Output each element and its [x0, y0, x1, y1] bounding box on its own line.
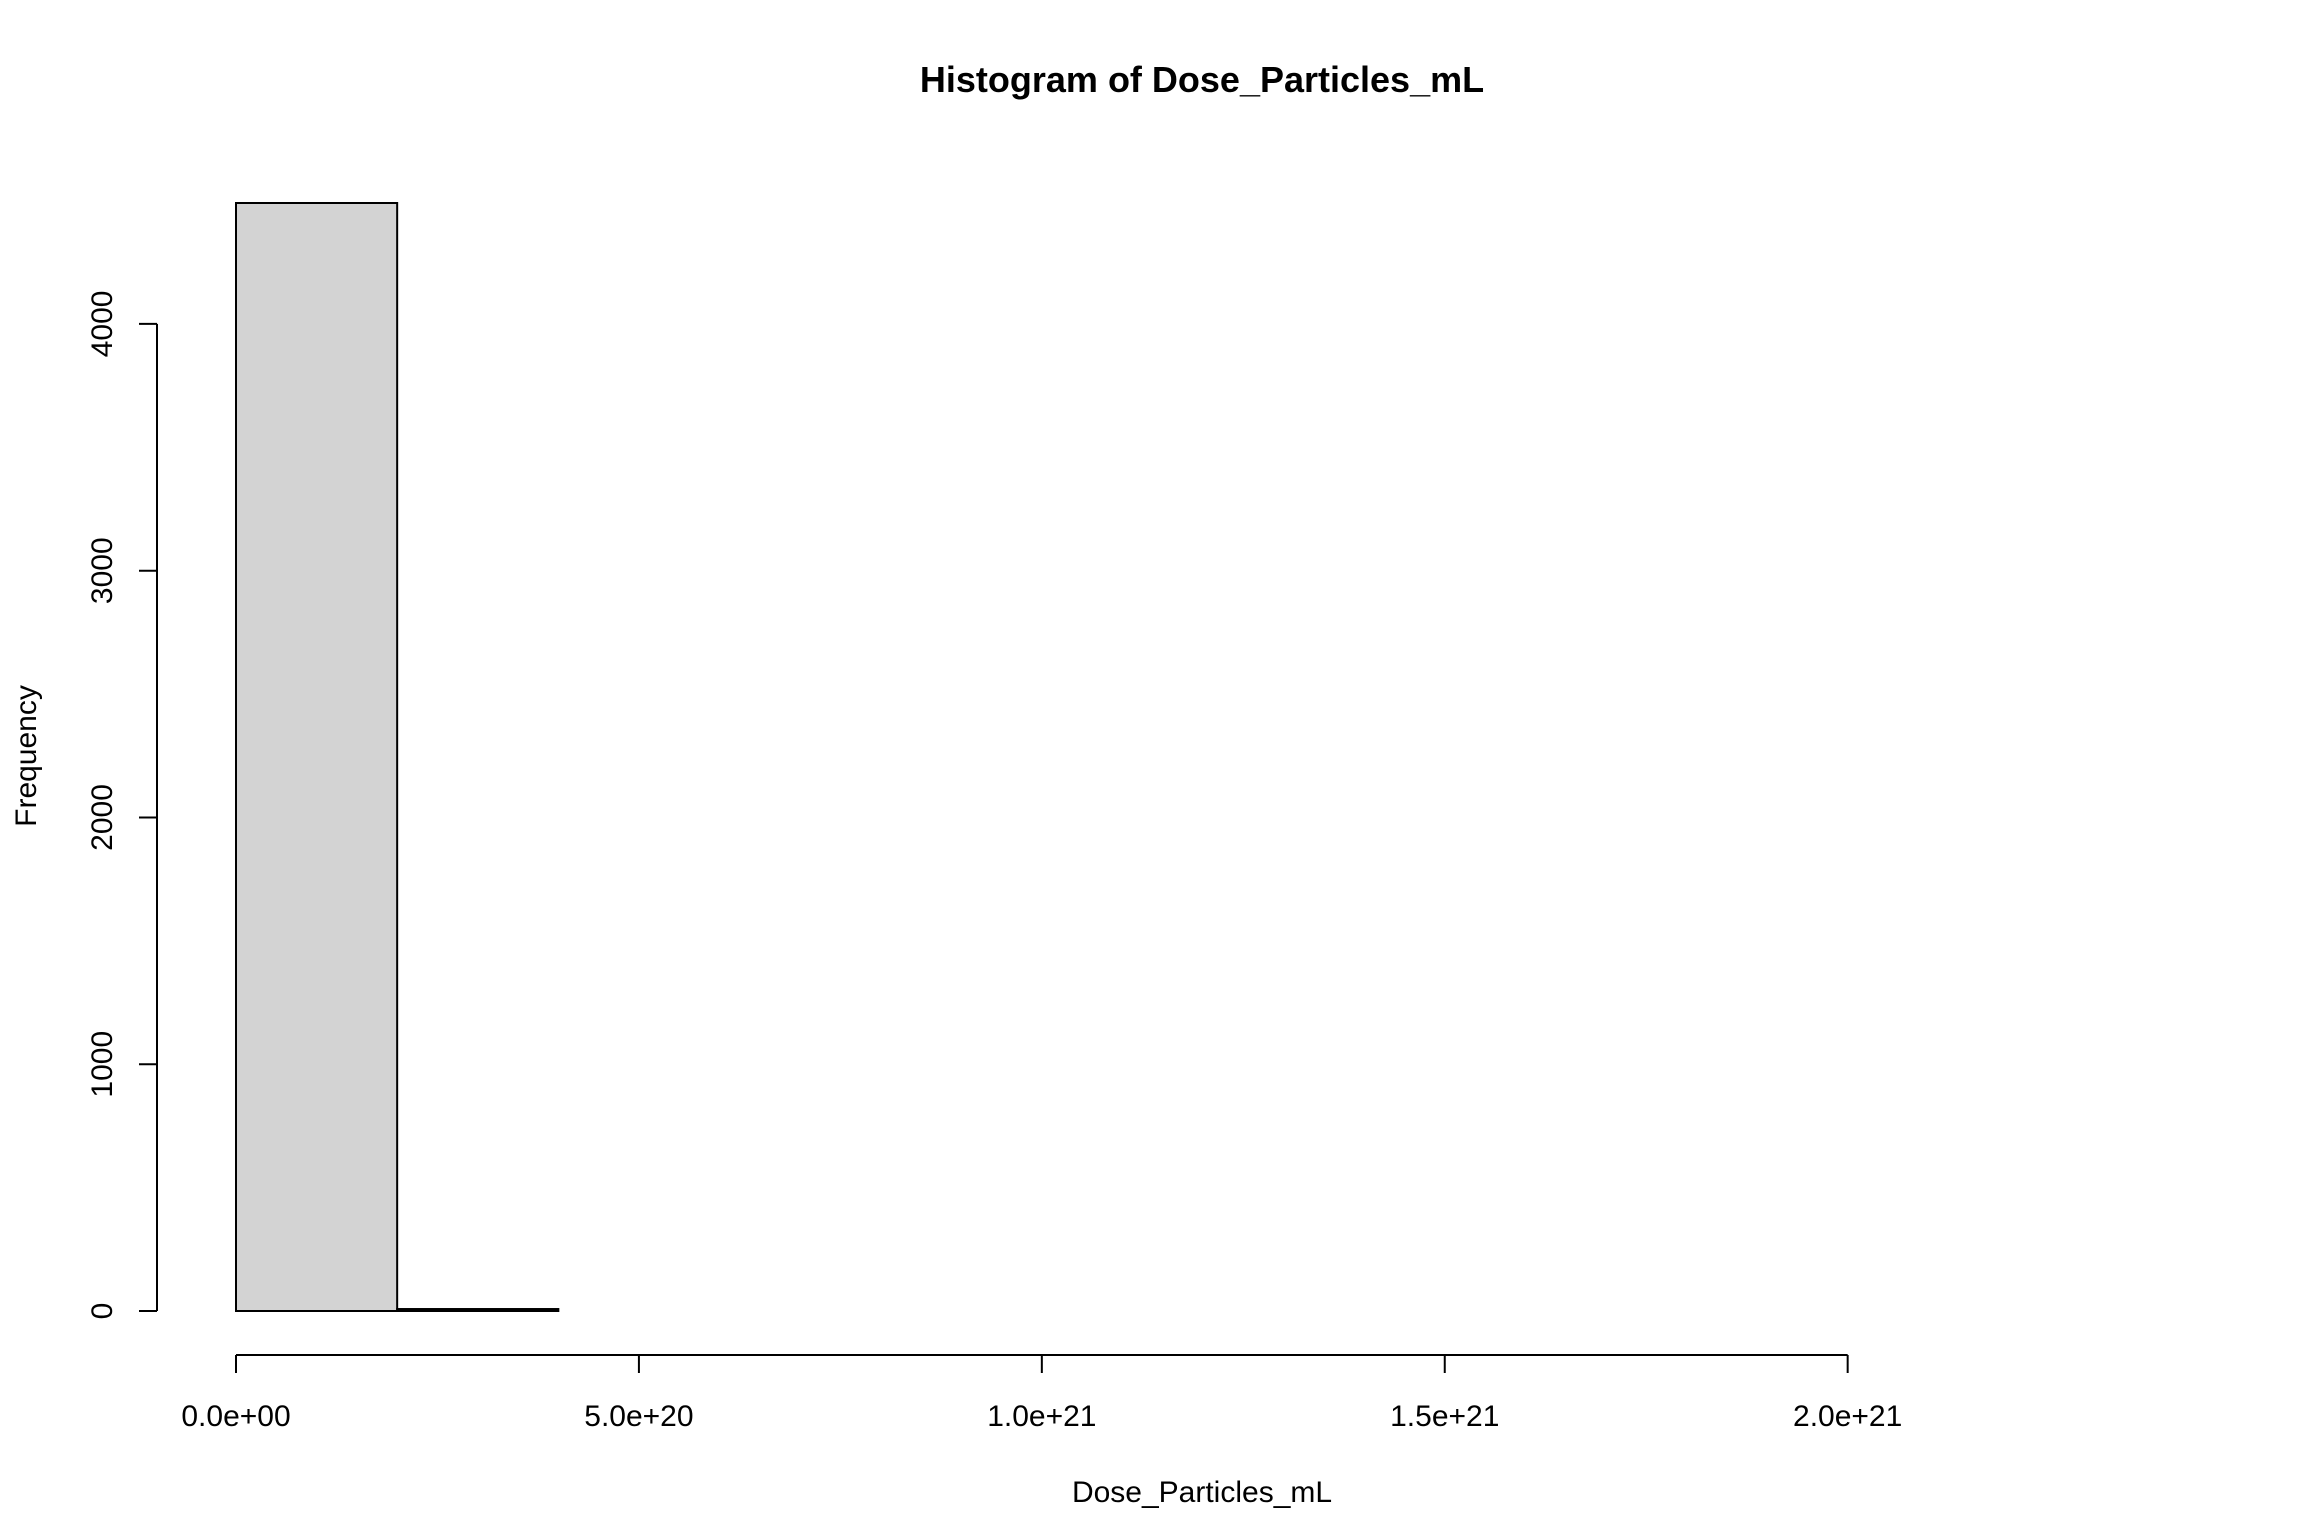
histogram-bars	[235, 202, 560, 1313]
chart-title: Histogram of Dose_Particles_mL	[920, 59, 1484, 100]
y-tick-label: 3000	[86, 537, 119, 604]
x-tick-label: 5.0e+20	[584, 1400, 693, 1433]
x-tick-label: 1.5e+21	[1390, 1400, 1499, 1433]
y-tick-label: 0	[86, 1303, 119, 1320]
x-tick-label: 0.0e+00	[181, 1400, 290, 1433]
x-tick-label: 1.0e+21	[987, 1400, 1096, 1433]
y-tick-label: 1000	[86, 1031, 119, 1098]
x-tick-label: 2.0e+21	[1793, 1400, 1902, 1433]
y-tick-label: 4000	[86, 291, 119, 358]
y-axis-title: Frequency	[10, 685, 43, 827]
x-axis-title: Dose_Particles_mL	[1072, 1476, 1332, 1509]
histogram-bar	[235, 202, 399, 1312]
y-tick-label: 2000	[86, 784, 119, 851]
x-axis: 0.0e+00 5.0e+20 1.0e+21 1.5e+21 2.0e+21	[181, 1354, 1902, 1433]
histogram-bar	[396, 1308, 560, 1313]
y-axis: 0 1000 2000 3000 4000	[86, 291, 158, 1320]
